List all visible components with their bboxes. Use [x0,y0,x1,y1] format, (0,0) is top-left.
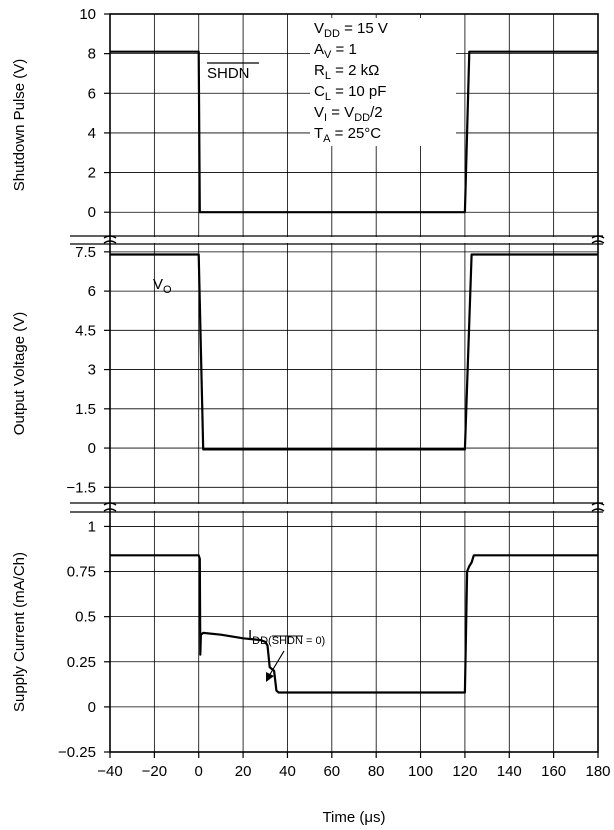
condition-main: C [314,83,325,100]
conditions-background [310,18,456,146]
condition-main: T [314,125,323,142]
idd-sub-over: SHDN [272,635,303,647]
condition-sub: L [325,91,331,103]
idd-annotation: IDD(SHDN = 0) [248,627,325,682]
x-axis-label: Time (μs) [322,809,385,826]
break-gap [0,237,614,243]
y-tick-label: 0.75 [67,564,96,581]
x-tick-label: 60 [323,763,340,780]
y-axis-label: Supply Current (mA/Ch) [11,552,28,712]
x-tick-labels: −40 −20 0 20 40 60 80 100 120 140 160 180 [97,763,610,780]
y-tick-label: 7.5 [75,244,96,261]
x-tick-label: 80 [368,763,385,780]
y-tick-label: 6 [88,85,96,102]
y-tick-label: 3 [88,362,96,379]
y-tick-label: 1 [88,518,96,535]
trace-vo [110,253,598,451]
condition-rest: = V [327,104,354,121]
x-tick-label: −20 [142,763,167,780]
y-axis-label: Shutdown Pulse (V) [11,59,28,192]
condition-rest: = 25°C [331,125,382,142]
x-tick-label: 140 [497,763,522,780]
x-tick-label: 20 [235,763,252,780]
y-tick-label: 0.5 [75,609,96,626]
x-tick-label: 100 [408,763,433,780]
condition-sub: DD [324,28,340,40]
condition-main: R [314,62,325,79]
plot-frame [109,13,599,753]
y-tick-label: 6 [88,283,96,300]
condition-rest: = 1 [331,41,356,58]
condition-sub: V [324,49,332,61]
condition-line: AV = 1 [314,41,357,61]
vo-label-sub: O [163,284,172,296]
x-tick-label: 0 [195,763,203,780]
y-tick-label: 0.25 [67,654,96,671]
idd-arrow-head [266,672,274,682]
condition-rest: = 2 kΩ [331,62,379,79]
condition-line: CL = 10 pF [314,83,386,103]
y-tick-label: 1.5 [75,401,96,418]
y-tick-label: 10 [79,6,96,23]
y-tick-label: 4.5 [75,322,96,339]
y-tick-label: 2 [88,165,96,182]
condition-rest: = 15 V [340,20,388,37]
condition-line: VI = VDD/2 [314,104,383,124]
idd-arrow-line [268,650,285,677]
condition-sub2: DD [354,112,370,124]
y-tick-label: 0 [88,440,96,457]
y-tick-label: 0 [88,204,96,221]
condition-main: V [314,104,324,121]
condition-line: RL = 2 kΩ [314,62,379,82]
plot-border [109,13,599,753]
y-tick-label: −1.5 [66,479,96,496]
idd-label: IDD(SHDN = 0) [248,627,325,647]
idd-sub-pre: DD( [252,635,272,647]
x-tick-label: 120 [452,763,477,780]
trace-idd-shdn-0 [110,554,598,694]
x-tick-label: 40 [279,763,296,780]
break-gap [0,504,614,511]
condition-sub: L [325,70,331,82]
axis-breaks [0,235,614,513]
trace-shdn [110,50,598,214]
condition-main: V [314,20,324,37]
condition-rest2: /2 [370,104,383,121]
y-axis-labels: Shutdown Pulse (V) Output Voltage (V) Supp… [11,59,28,712]
x-tick-label: 160 [541,763,566,780]
condition-line: TA = 25°C [314,125,381,145]
shdn-label: SHDN [207,65,250,82]
condition-rest: = 10 pF [331,83,386,100]
traces [110,50,598,694]
shdn-annotation: SHDN [207,62,259,82]
y-axis-label: Output Voltage (V) [11,312,28,435]
y-tick-label: 4 [88,125,96,142]
vo-label: VO [153,276,172,296]
y-tick-label: −0.25 [58,744,96,761]
x-tick-label: 180 [585,763,610,780]
idd-main: I [248,627,252,644]
y-tick-label: 0 [88,699,96,716]
y-tick-labels: 0 2 4 6 8 10 −1.5 0 1.5 3 4.5 6 7.5 −0.25 0 0.25 0.5 0.75… [58,6,96,761]
condition-main: A [314,41,324,58]
y-tick-label: 8 [88,46,96,63]
x-tick-label: −40 [97,763,122,780]
condition-line: VDD = 15 V [314,20,388,40]
idd-sub-post: = 0) [303,635,325,647]
condition-sub: A [323,133,331,145]
vo-label-main: V [153,276,163,293]
condition-sub: I [324,112,327,124]
